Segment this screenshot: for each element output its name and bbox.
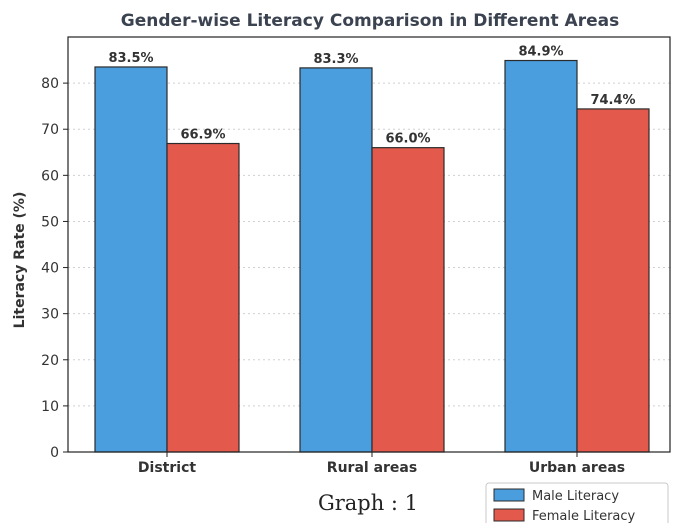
y-tick-label: 0 bbox=[50, 445, 59, 461]
legend: Male Literacy Female Literacy bbox=[485, 482, 669, 523]
bar-female bbox=[166, 142, 240, 453]
y-tick-label: 70 bbox=[41, 122, 59, 138]
legend-swatch bbox=[493, 508, 525, 522]
legend-label: Male Literacy bbox=[532, 489, 619, 504]
y-tick-label: 40 bbox=[41, 261, 59, 277]
y-axis-label: Literacy Rate (%) bbox=[12, 192, 28, 329]
chart-caption: Graph : 1 bbox=[318, 491, 418, 515]
bars: 83.5% 66.9% 83.3% 66.0% 84.9% 74.4% bbox=[94, 45, 650, 453]
axes: 0 10 20 30 40 50 60 70 80 District Rural areas Urba… bbox=[41, 36, 671, 476]
bar-male bbox=[299, 67, 373, 453]
data-label: 66.0% bbox=[385, 132, 430, 147]
data-label: 84.9% bbox=[518, 45, 563, 60]
legend-swatch bbox=[493, 488, 525, 502]
y-tick-label: 60 bbox=[41, 168, 59, 184]
data-label: 66.9% bbox=[180, 128, 225, 143]
x-tick-label: Urban areas bbox=[529, 460, 625, 476]
y-tick-label: 80 bbox=[41, 76, 59, 92]
data-label: 74.4% bbox=[590, 93, 635, 108]
bar-male bbox=[94, 66, 168, 453]
chart-title: Gender-wise Literacy Comparison in Diffe… bbox=[121, 11, 619, 31]
x-tick-label: District bbox=[138, 460, 196, 476]
y-tick-label: 50 bbox=[41, 214, 59, 230]
y-tick-label: 20 bbox=[41, 353, 59, 369]
legend-label: Female Literacy bbox=[532, 509, 636, 523]
data-label: 83.5% bbox=[108, 51, 153, 66]
y-tick-label: 30 bbox=[41, 307, 59, 323]
plot-frame bbox=[67, 36, 671, 453]
data-label: 83.3% bbox=[313, 52, 358, 67]
bar-female bbox=[371, 147, 445, 453]
legend-box bbox=[485, 482, 669, 523]
bar-female bbox=[576, 108, 650, 453]
bar-male bbox=[504, 59, 578, 453]
x-tick-label: Rural areas bbox=[327, 460, 417, 476]
y-tick-label: 10 bbox=[41, 399, 59, 415]
